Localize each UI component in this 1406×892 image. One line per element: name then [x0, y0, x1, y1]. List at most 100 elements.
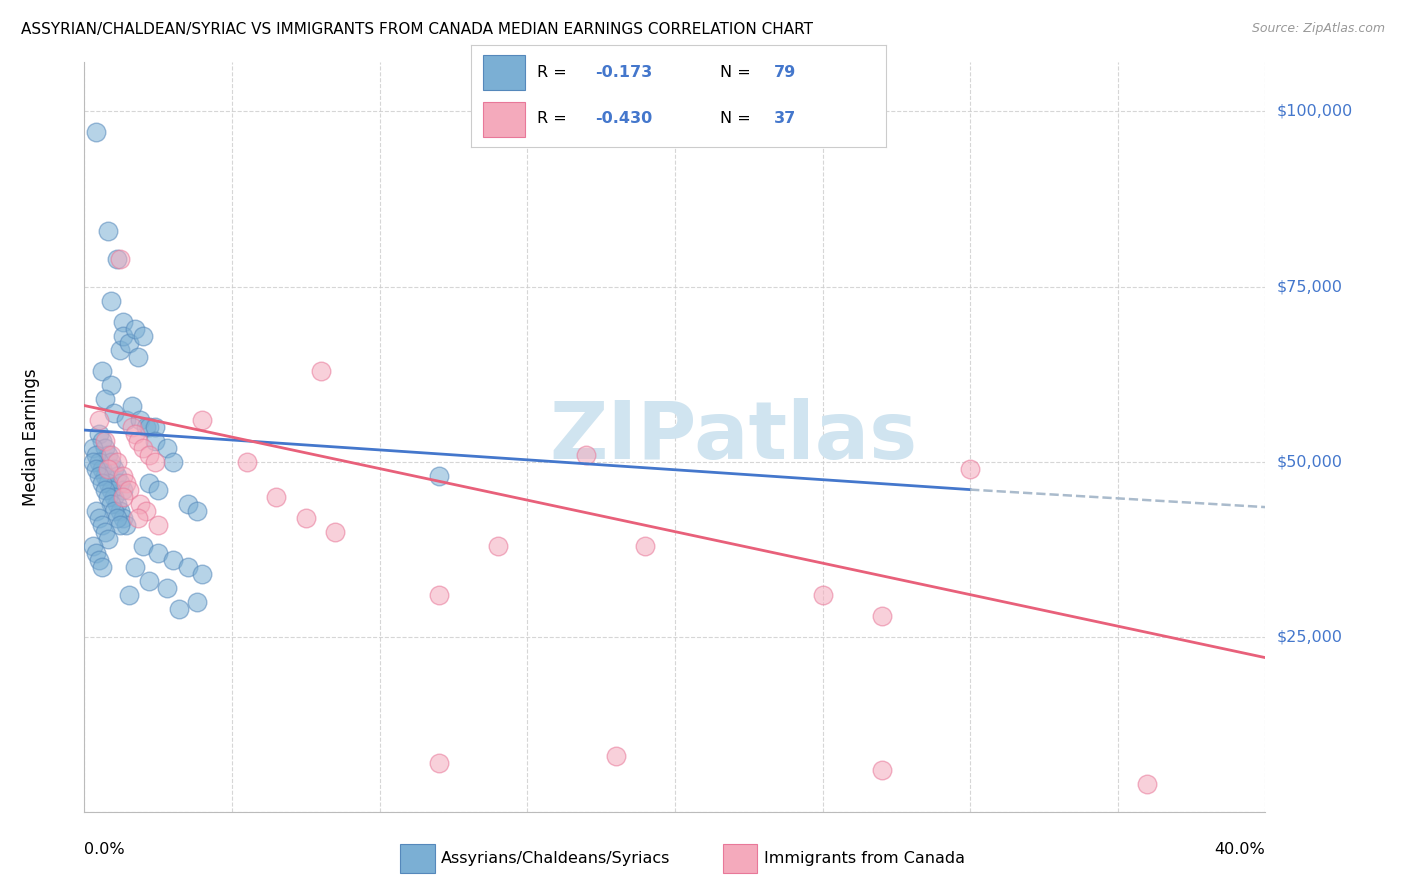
Point [105, 468, 128, 483]
Point [87, 426, 111, 441]
Point [427, 468, 450, 483]
Point [132, 441, 155, 455]
Text: Source: ZipAtlas.com: Source: ZipAtlas.com [1251, 22, 1385, 36]
Point [100, 497, 122, 511]
Point [118, 335, 141, 350]
Point [87, 412, 111, 426]
Text: Assyrians/Chaldeans/Syriacs: Assyrians/Chaldeans/Syriacs [441, 851, 671, 866]
Point [105, 510, 128, 524]
Point [191, 412, 214, 426]
FancyBboxPatch shape [401, 844, 434, 873]
Point [111, 510, 134, 524]
Text: R =: R = [537, 65, 572, 79]
Point [186, 503, 208, 517]
Point [127, 510, 149, 524]
Point [132, 328, 155, 343]
Point [100, 377, 122, 392]
Text: N =: N = [720, 65, 756, 79]
Point [427, 756, 450, 770]
Point [148, 517, 170, 532]
Point [138, 448, 160, 462]
Point [111, 328, 134, 343]
Point [127, 350, 149, 364]
Point [127, 434, 149, 448]
Point [84, 546, 107, 560]
Point [97, 490, 120, 504]
Point [135, 419, 157, 434]
Point [91, 434, 114, 448]
Point [605, 748, 627, 763]
Point [118, 483, 141, 497]
Point [100, 293, 122, 308]
Point [167, 601, 190, 615]
Point [309, 363, 332, 377]
Point [84, 461, 107, 475]
Point [94, 468, 117, 483]
Text: ZIPatlas: ZIPatlas [550, 398, 918, 476]
Point [94, 392, 117, 406]
Point [162, 454, 184, 468]
Point [870, 763, 893, 777]
Point [84, 448, 107, 462]
Point [118, 588, 141, 602]
Point [135, 503, 157, 517]
Point [100, 454, 122, 468]
Text: Immigrants from Canada: Immigrants from Canada [763, 851, 965, 866]
FancyBboxPatch shape [723, 844, 758, 873]
Point [97, 475, 120, 490]
Point [148, 483, 170, 497]
Point [108, 503, 131, 517]
Point [575, 448, 598, 462]
Point [121, 419, 143, 434]
FancyBboxPatch shape [484, 102, 524, 137]
Point [111, 468, 134, 483]
Point [91, 461, 114, 475]
Point [94, 441, 117, 455]
Point [191, 566, 214, 581]
Point [111, 483, 134, 497]
Point [84, 503, 107, 517]
Point [427, 588, 450, 602]
Point [100, 483, 122, 497]
Point [132, 539, 155, 553]
Text: 79: 79 [773, 65, 796, 79]
Point [177, 497, 200, 511]
Point [91, 517, 114, 532]
FancyBboxPatch shape [484, 55, 524, 90]
Point [1136, 777, 1159, 791]
Point [295, 510, 318, 524]
Point [124, 559, 146, 574]
Point [108, 517, 131, 532]
Text: 40.0%: 40.0% [1215, 842, 1265, 857]
Point [323, 524, 347, 539]
Point [235, 454, 259, 468]
Point [162, 552, 184, 566]
Point [114, 517, 136, 532]
Point [108, 252, 131, 266]
Text: -0.173: -0.173 [596, 65, 652, 79]
Point [124, 321, 146, 335]
Point [111, 490, 134, 504]
Point [143, 454, 166, 468]
Point [94, 524, 117, 539]
Point [148, 546, 170, 560]
Point [959, 461, 981, 475]
Point [82, 454, 104, 468]
Point [634, 539, 657, 553]
Point [94, 483, 117, 497]
Point [870, 608, 893, 623]
Point [129, 497, 152, 511]
Point [129, 412, 152, 426]
Point [82, 441, 104, 455]
Point [97, 461, 120, 475]
Point [486, 539, 509, 553]
Text: $25,000: $25,000 [1277, 629, 1343, 644]
Text: -0.430: -0.430 [596, 111, 652, 126]
Point [264, 490, 288, 504]
Point [84, 126, 107, 140]
Point [91, 559, 114, 574]
Point [138, 574, 160, 588]
Point [97, 448, 120, 462]
Point [87, 510, 111, 524]
Point [94, 434, 117, 448]
